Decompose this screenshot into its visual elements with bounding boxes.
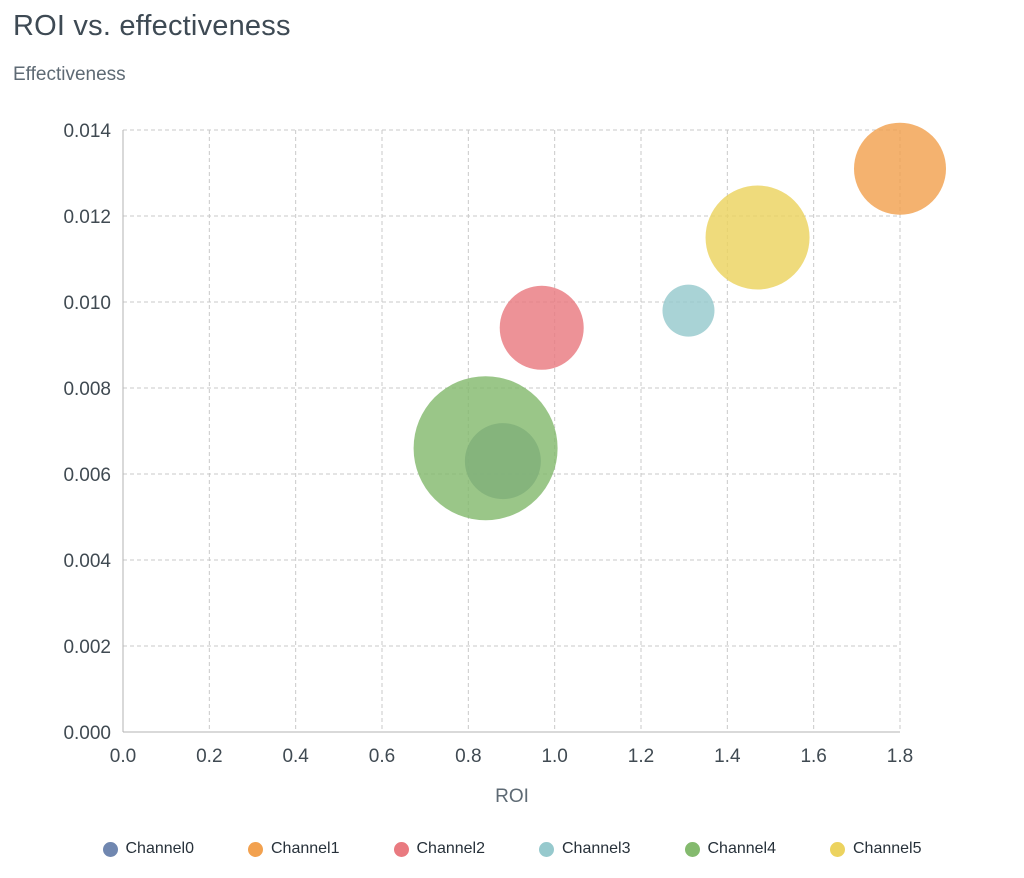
chart-legend: Channel0 Channel1 Channel2 Channel3 Channel4… (0, 840, 1024, 858)
y-tick-label: 0.006 (63, 465, 111, 486)
legend-item-channel5[interactable]: Channel5 (830, 840, 922, 858)
legend-item-channel4[interactable]: Channel4 (684, 840, 777, 858)
legend-label: Channel5 (853, 840, 922, 857)
y-tick-label: 0.002 (63, 637, 111, 658)
y-tick-label: 0.008 (63, 379, 111, 400)
x-tick-label: 1.8 (887, 746, 913, 767)
legend-swatch-icon (539, 841, 554, 857)
chart-title: ROI vs. effectiveness (13, 10, 291, 42)
y-axis-title: Effectiveness (13, 64, 126, 85)
legend-label: Channel0 (125, 840, 195, 857)
bubble-channel3[interactable] (662, 284, 715, 337)
legend-item-channel0[interactable]: Channel0 (102, 840, 195, 858)
x-tick-label: 1.6 (800, 746, 826, 767)
bubble-channel2[interactable] (499, 285, 584, 370)
legend-item-channel1[interactable]: Channel1 (248, 840, 340, 858)
y-tick-label: 0.010 (63, 293, 111, 314)
chart-plot-area: 0.000 0.002 0.004 0.006 0.008 0.010 0.012 0.014… (63, 121, 946, 767)
legend-swatch-icon (393, 841, 409, 857)
bubble-channel1[interactable] (854, 122, 946, 215)
x-tick-label: 0.8 (455, 746, 481, 767)
y-tick-label: 0.004 (63, 551, 111, 572)
x-tick-label: 0.0 (110, 746, 136, 767)
y-tick-label: 0.012 (63, 207, 111, 228)
x-tick-label: 1.2 (628, 746, 654, 767)
legend-label: Channel4 (707, 840, 777, 857)
legend-swatch-icon (684, 841, 700, 857)
legend-item-channel2[interactable]: Channel2 (393, 840, 486, 858)
legend-item-channel3[interactable]: Channel3 (539, 840, 631, 858)
y-tick-label: 0.014 (63, 121, 111, 142)
legend-swatch-icon (830, 841, 845, 857)
legend-label: Channel1 (271, 840, 340, 857)
x-tick-label: 1.4 (714, 746, 741, 767)
legend-label: Channel3 (562, 840, 631, 857)
legend-label: Channel2 (416, 840, 486, 857)
y-tick-label: 0.000 (63, 723, 111, 744)
bubble-channel5[interactable] (705, 185, 810, 290)
x-tick-label: 0.4 (282, 746, 309, 767)
x-axis-title: ROI (495, 786, 529, 807)
legend-swatch-icon (102, 841, 118, 857)
legend-swatch-icon (248, 841, 263, 857)
x-tick-label: 1.0 (541, 746, 567, 767)
bubble-channel4[interactable] (413, 376, 558, 521)
x-tick-label: 0.6 (369, 746, 395, 767)
x-tick-label: 0.2 (196, 746, 222, 767)
